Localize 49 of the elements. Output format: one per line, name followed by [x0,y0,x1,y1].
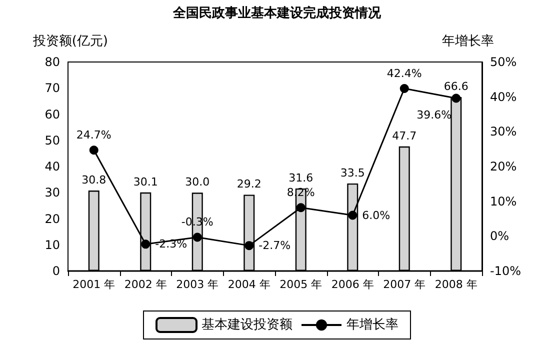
y2-axis-title: 年增长率 [442,33,494,49]
x-tick-label: 2007 年 [383,278,426,291]
data-label: 6.0% [362,208,390,222]
point [400,84,409,93]
y2-tick-label: 10% [490,194,517,208]
data-label: -2.7% [258,239,291,252]
point [141,240,150,249]
data-label: 30.1 [133,175,158,188]
data-label: 31.6 [288,171,314,184]
point [296,203,306,212]
x-tick-label: 2002 年 [124,278,167,291]
chart-title: 全国民政事业基本建设完成投资情况 [172,5,382,21]
y-tick-label: 40 [44,160,60,174]
y-tick-label: 0 [52,264,60,278]
data-label: 47.7 [392,129,417,142]
y-tick-label: 60 [44,107,60,122]
y2-tick-label: 0% [490,229,510,244]
y-tick-label: 20 [44,212,60,226]
x-tick-label: 2008 年 [434,278,478,291]
x-tick-label: 2004 年 [228,278,270,291]
y-tick-label: 70 [44,81,60,96]
data-label: 30.0 [185,176,210,189]
y2-tick-label: 30% [490,124,517,139]
data-label: 29.2 [236,178,262,191]
point [89,146,98,155]
point [348,210,358,220]
y-tick-label: 30 [44,186,60,200]
y-tick-label: 10 [44,238,60,252]
data-label: 66.6 [444,80,468,94]
data-label: 42.4% [386,66,422,80]
data-label: 33.5 [340,166,365,180]
y-tick-label: 50 [44,133,60,148]
x-tick-label: 2003 年 [176,278,219,291]
y-axis-title: 投资额(亿元) [32,34,108,49]
point [452,94,461,103]
x-tick-label: 2001 年 [72,278,116,291]
point [192,232,202,242]
y2-tick-label: 40% [490,90,517,104]
y-tick-label: 80 [44,55,60,69]
y2-tick-label: 50% [490,55,517,69]
x-tick-label: 2005 年 [280,278,322,291]
data-label: 30.8 [82,174,106,187]
legend-label: 年增长率 [346,316,398,332]
point [244,241,254,250]
legend-label: 基本建设投资额 [202,318,292,332]
x-tick-label: 2006 年 [331,278,374,291]
data-label: 24.7% [76,128,112,142]
y2-tick-label: -10% [490,264,522,278]
y2-tick-label: 20% [490,160,517,174]
